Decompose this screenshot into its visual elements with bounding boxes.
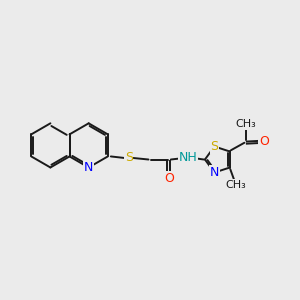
Text: NH: NH	[179, 152, 198, 164]
Text: O: O	[165, 172, 175, 185]
Text: CH₃: CH₃	[235, 119, 256, 129]
Text: CH₃: CH₃	[226, 180, 246, 190]
Text: N: N	[84, 161, 93, 174]
Text: S: S	[125, 152, 133, 164]
Text: N: N	[210, 166, 219, 179]
Text: S: S	[210, 140, 218, 153]
Text: O: O	[259, 135, 269, 148]
